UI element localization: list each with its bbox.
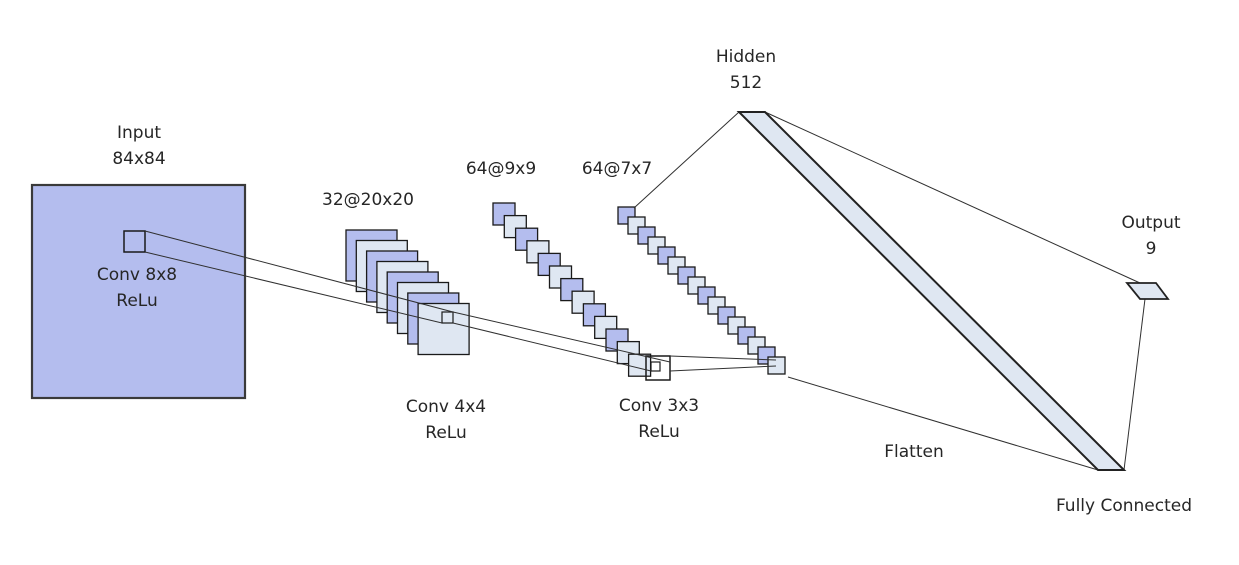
conv2-op-label: Conv 4x4 — [406, 397, 486, 417]
edge-conv1-conv2-b — [452, 322, 652, 372]
edge-conv2-conv3-a — [669, 355, 777, 361]
conv2-feature-maps — [492, 202, 652, 377]
edge-conv1-conv2-a — [452, 311, 671, 363]
conv3-feature-maps — [617, 206, 786, 375]
conv2-act-label: ReLu — [425, 423, 466, 443]
hidden-dense-layer — [736, 111, 1127, 471]
edge-conv2-conv3-b — [669, 365, 777, 372]
conv3-op-label: Conv 3x3 — [619, 396, 699, 416]
hidden-size: 512 — [730, 73, 762, 93]
output-title: Output — [1121, 213, 1180, 233]
conv3-map-16 — [767, 356, 786, 375]
layer3-shape-label: 64@7x7 — [582, 159, 652, 179]
input-title: Input — [117, 123, 161, 143]
conv1-feature-maps — [345, 229, 470, 356]
conv1-op-label: Conv 8x8 — [97, 265, 177, 285]
output-size: 9 — [1146, 239, 1157, 259]
hidden-title: Hidden — [716, 47, 776, 67]
edge-flatten-top — [633, 111, 740, 209]
layer2-shape-label: 64@9x9 — [466, 159, 536, 179]
conv2-map-13 — [627, 353, 652, 377]
edge-fc-top — [764, 111, 1141, 284]
conv1-receptive-field — [441, 311, 454, 324]
conv1-map-8 — [417, 302, 470, 356]
edge-flatten-bottom — [787, 376, 1099, 471]
layer1-shape-label: 32@20x20 — [322, 190, 414, 210]
input-size: 84x84 — [112, 149, 165, 169]
output-layer — [1125, 282, 1170, 300]
input-receptive-field — [123, 230, 146, 253]
fully-connected-label: Fully Connected — [1056, 496, 1192, 516]
input-layer — [30, 183, 247, 400]
conv1-act-label: ReLu — [116, 291, 157, 311]
edge-input-conv1-a — [144, 230, 454, 313]
conv2-receptive-field — [650, 361, 661, 372]
edge-fc-bottom — [1123, 298, 1146, 471]
edge-input-conv1-b — [144, 251, 443, 324]
conv2-receptive-field-outer — [645, 355, 671, 381]
flatten-label: Flatten — [884, 442, 943, 462]
conv3-act-label: ReLu — [638, 422, 679, 442]
